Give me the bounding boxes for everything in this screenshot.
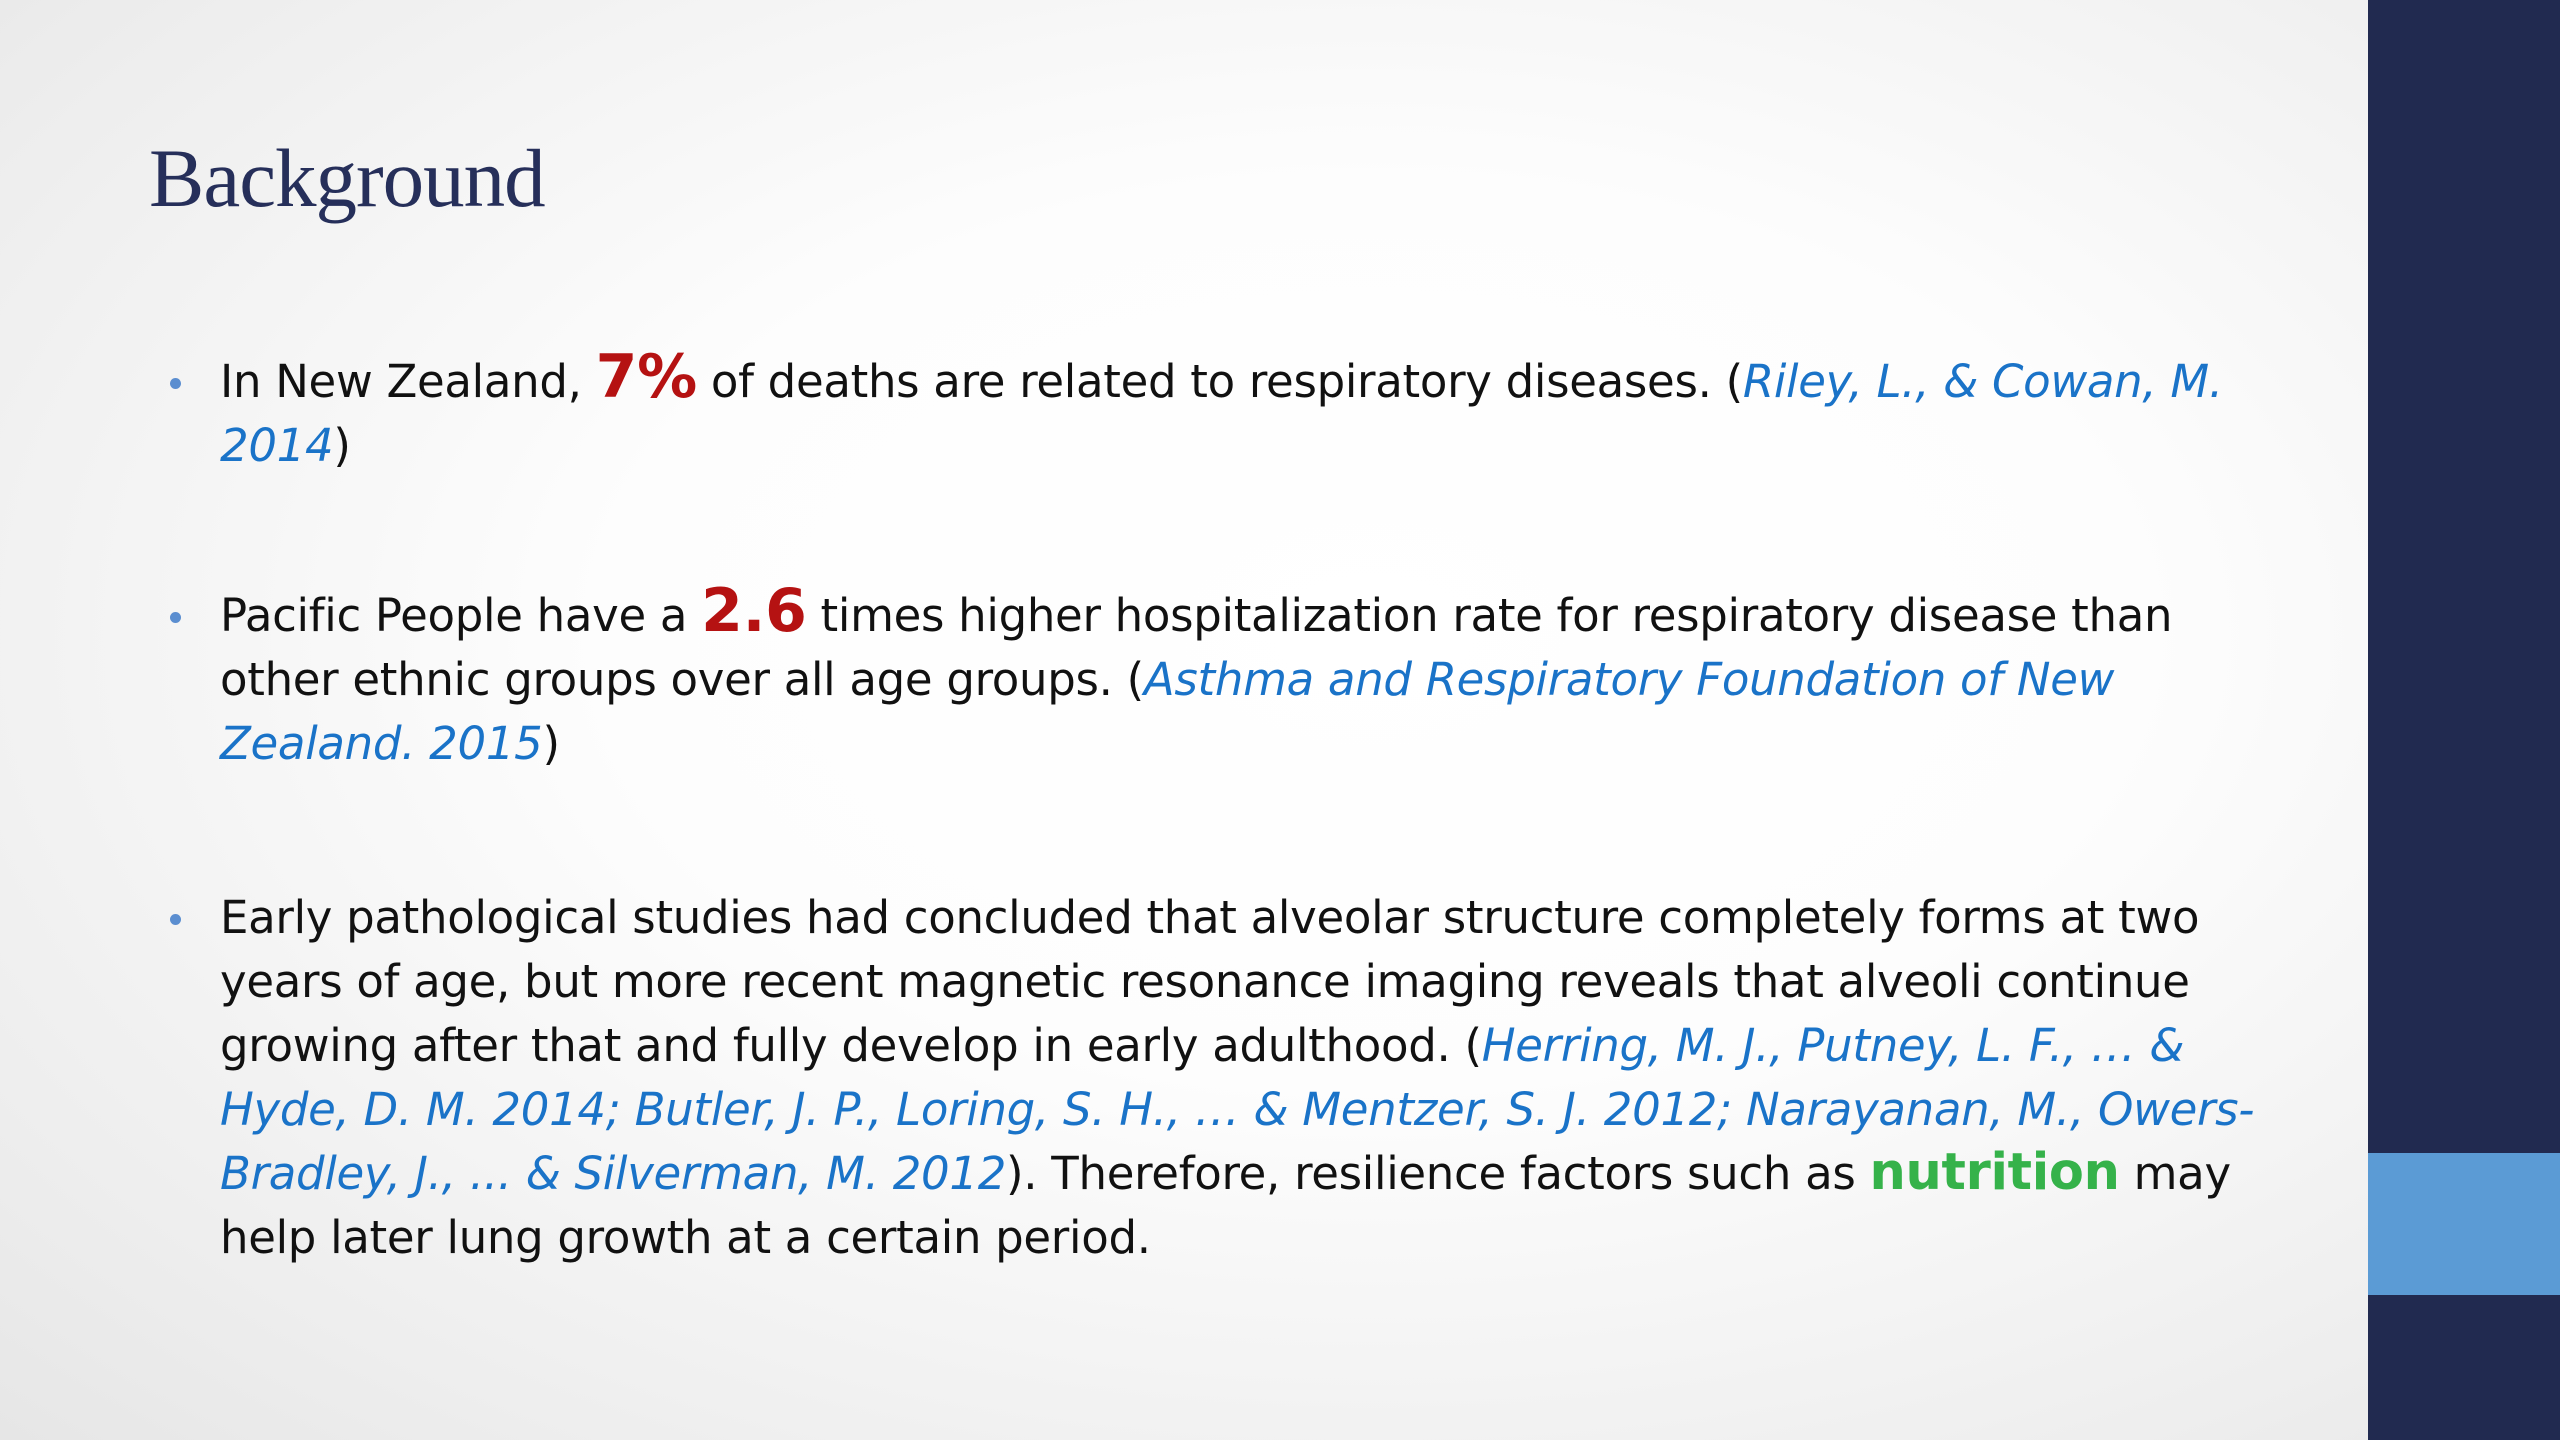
slide-title: Background <box>149 132 546 224</box>
bullet-text: Early pathological studies had concluded… <box>220 891 2200 1072</box>
bullet-item-deaths: In New Zealand, 7% of deaths are related… <box>170 347 2260 478</box>
bullet-item-alveolar: Early pathological studies had concluded… <box>170 886 2260 1270</box>
bullet-text: ). Therefore, resilience factors such as <box>1006 1147 1870 1200</box>
bullet-text: ) <box>333 419 351 472</box>
citation: Herring, M. J., Putney, L. F., … & Hyde,… <box>220 1019 2255 1200</box>
bullet-text: of deaths are related to respiratory dis… <box>696 355 1743 408</box>
bullet-text: In New Zealand, <box>220 355 596 408</box>
side-accent <box>2368 1153 2560 1295</box>
bullet-text: may help later lung growth at a certain … <box>220 1147 2231 1264</box>
bullet-dot-icon <box>170 914 181 925</box>
bullet-list: In New Zealand, 7% of deaths are related… <box>170 347 2260 1270</box>
slide-canvas: Background In New Zealand, 7% of deaths … <box>0 0 2368 1440</box>
highlight-keyword: nutrition <box>1869 1143 2120 1202</box>
highlight-stat: 7% <box>595 342 698 412</box>
bullet-text: Pacific People have a <box>220 589 702 642</box>
bullet-dot-icon <box>170 378 181 389</box>
citation: Asthma and Respiratory Foundation of New… <box>220 653 2115 770</box>
bullet-item-hospitalization: Pacific People have a 2.6 times higher h… <box>170 581 2260 776</box>
highlight-stat: 2.6 <box>701 576 807 646</box>
bullet-text: ) <box>542 717 560 770</box>
citation: Riley, L., & Cowan, M. 2014 <box>220 355 2223 472</box>
bullet-text: times higher hospitalization rate for re… <box>220 589 2173 706</box>
bullet-dot-icon <box>170 612 181 623</box>
